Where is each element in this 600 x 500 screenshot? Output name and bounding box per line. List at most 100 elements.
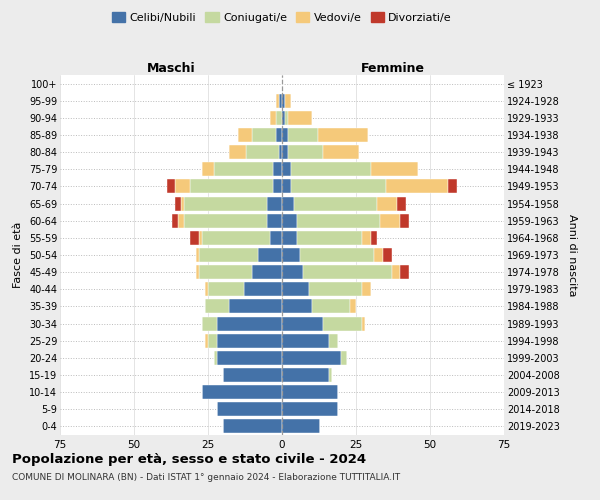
Bar bbox=[282, 265, 303, 279]
Bar bbox=[329, 368, 332, 382]
Bar bbox=[199, 248, 259, 262]
Bar bbox=[282, 248, 300, 262]
Bar bbox=[205, 334, 208, 347]
Bar bbox=[238, 128, 253, 142]
Bar bbox=[270, 231, 282, 245]
Bar bbox=[282, 162, 291, 176]
Bar bbox=[317, 128, 368, 142]
Bar bbox=[184, 214, 267, 228]
Bar bbox=[217, 316, 282, 330]
Bar bbox=[448, 180, 457, 194]
Bar bbox=[273, 180, 282, 194]
Bar bbox=[329, 334, 338, 347]
Y-axis label: Fasce di età: Fasce di età bbox=[13, 222, 23, 288]
Bar bbox=[178, 214, 184, 228]
Bar bbox=[311, 300, 350, 314]
Y-axis label: Anni di nascita: Anni di nascita bbox=[566, 214, 577, 296]
Bar bbox=[190, 180, 273, 194]
Bar bbox=[282, 111, 285, 125]
Bar bbox=[253, 265, 282, 279]
Bar bbox=[253, 128, 276, 142]
Bar bbox=[386, 180, 448, 194]
Bar bbox=[288, 111, 311, 125]
Bar bbox=[282, 402, 338, 416]
Bar bbox=[285, 94, 291, 108]
Bar bbox=[175, 196, 181, 210]
Bar bbox=[229, 145, 247, 159]
Bar bbox=[300, 248, 374, 262]
Bar bbox=[217, 402, 282, 416]
Bar bbox=[214, 162, 273, 176]
Bar bbox=[276, 94, 279, 108]
Bar bbox=[282, 231, 297, 245]
Bar bbox=[400, 214, 409, 228]
Bar bbox=[282, 214, 297, 228]
Bar bbox=[208, 334, 217, 347]
Bar bbox=[276, 111, 282, 125]
Bar bbox=[308, 282, 362, 296]
Bar bbox=[167, 180, 175, 194]
Bar bbox=[208, 282, 244, 296]
Bar bbox=[223, 420, 282, 434]
Bar bbox=[244, 282, 282, 296]
Text: Maschi: Maschi bbox=[146, 62, 196, 75]
Bar bbox=[282, 145, 288, 159]
Bar bbox=[291, 180, 386, 194]
Bar bbox=[323, 316, 362, 330]
Bar bbox=[282, 180, 291, 194]
Bar bbox=[282, 420, 320, 434]
Bar bbox=[350, 300, 356, 314]
Bar bbox=[205, 300, 229, 314]
Bar bbox=[202, 162, 214, 176]
Bar bbox=[282, 300, 311, 314]
Legend: Celibi/Nubili, Coniugati/e, Vedovi/e, Divorziati/e: Celibi/Nubili, Coniugati/e, Vedovi/e, Di… bbox=[107, 8, 457, 28]
Bar bbox=[288, 128, 317, 142]
Bar bbox=[362, 231, 371, 245]
Bar bbox=[196, 265, 199, 279]
Bar bbox=[202, 385, 282, 399]
Bar bbox=[223, 368, 282, 382]
Bar bbox=[282, 368, 329, 382]
Bar bbox=[282, 128, 288, 142]
Bar bbox=[285, 111, 288, 125]
Bar bbox=[196, 248, 199, 262]
Bar bbox=[273, 162, 282, 176]
Bar bbox=[279, 145, 282, 159]
Bar bbox=[297, 231, 362, 245]
Bar bbox=[217, 334, 282, 347]
Bar bbox=[377, 196, 397, 210]
Bar bbox=[279, 94, 282, 108]
Bar bbox=[362, 282, 371, 296]
Bar bbox=[247, 145, 279, 159]
Bar bbox=[282, 94, 285, 108]
Bar bbox=[291, 162, 371, 176]
Bar bbox=[205, 282, 208, 296]
Bar bbox=[392, 265, 400, 279]
Bar bbox=[400, 265, 409, 279]
Bar bbox=[303, 265, 392, 279]
Bar bbox=[383, 248, 392, 262]
Bar bbox=[229, 300, 282, 314]
Bar bbox=[397, 196, 406, 210]
Bar bbox=[184, 196, 267, 210]
Bar bbox=[282, 196, 294, 210]
Bar bbox=[267, 196, 282, 210]
Bar bbox=[199, 265, 253, 279]
Bar bbox=[297, 214, 380, 228]
Bar bbox=[371, 162, 418, 176]
Bar bbox=[172, 214, 178, 228]
Bar bbox=[181, 196, 184, 210]
Bar bbox=[259, 248, 282, 262]
Bar bbox=[267, 214, 282, 228]
Bar bbox=[323, 145, 359, 159]
Bar bbox=[276, 128, 282, 142]
Bar bbox=[282, 316, 323, 330]
Bar bbox=[282, 282, 308, 296]
Bar bbox=[190, 231, 199, 245]
Text: Popolazione per età, sesso e stato civile - 2024: Popolazione per età, sesso e stato civil… bbox=[12, 452, 366, 466]
Bar bbox=[175, 180, 190, 194]
Bar bbox=[374, 248, 383, 262]
Bar bbox=[217, 351, 282, 365]
Bar bbox=[202, 316, 217, 330]
Bar bbox=[282, 351, 341, 365]
